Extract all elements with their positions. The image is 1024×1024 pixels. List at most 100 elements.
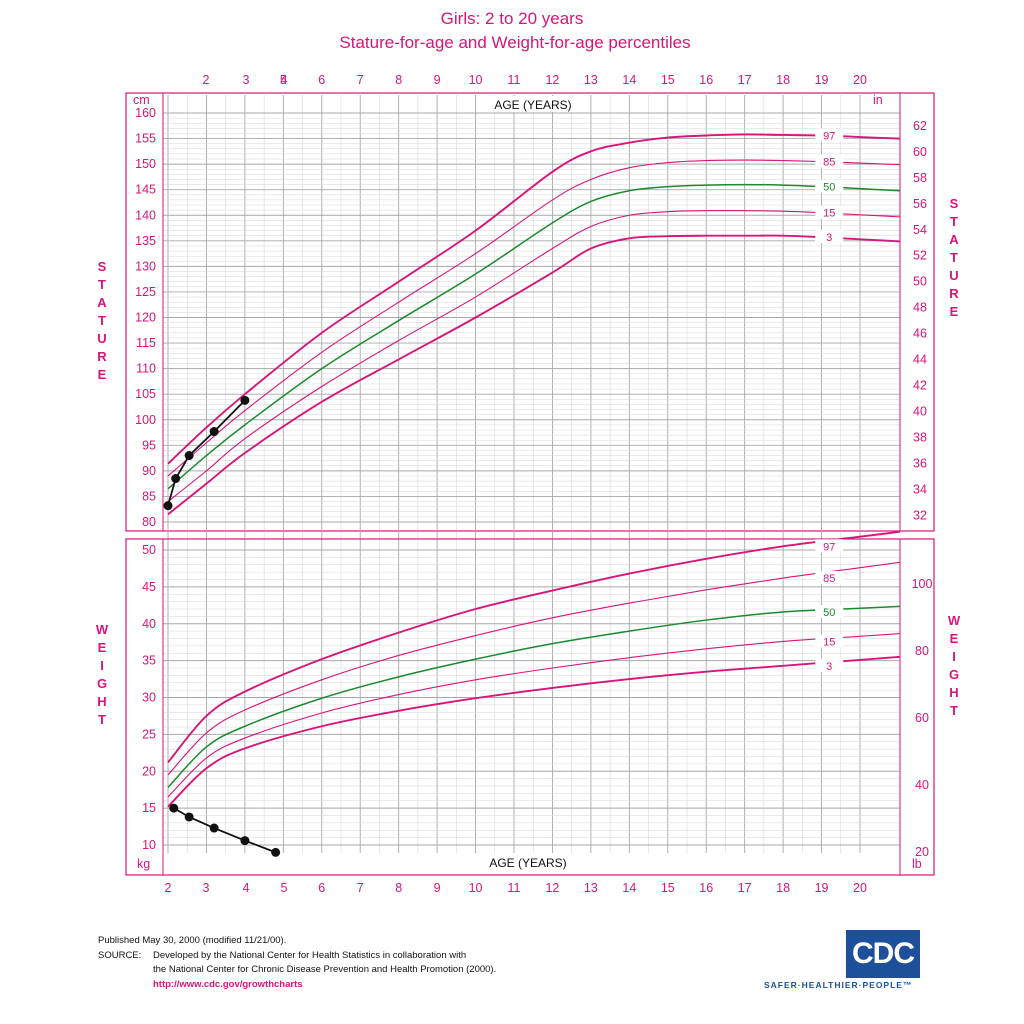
side-label-letter: W [948,613,961,628]
stature-ytick-in: 32 [913,508,927,522]
bottom-age-tick: 11 [508,881,521,895]
side-label-letter: T [98,277,106,292]
bottom-age-tick-labels: 2 3 4 5 6 7 8 9 10 11 12 13 14 15 16 17 18 19 20 [165,881,867,895]
stature-ytick-in: 46 [913,327,927,341]
stature-ytick-cm: 130 [135,259,156,273]
top-age-tick: 19 [815,73,829,87]
bottom-age-tick: 13 [584,881,598,895]
stature-percentile-curves: 97 85 50 15 3 [167,128,901,516]
side-label-letter: S [950,196,959,211]
bottom-age-tick: 12 [545,881,559,895]
stature-ytick-cm: 150 [135,157,156,171]
percentile-label-bg [815,205,844,219]
bottom-age-tick: 18 [776,881,790,895]
percentile-label-bg [815,154,844,168]
side-label-letter: R [949,286,959,301]
source-line-2: the National Center for Chronic Disease … [153,964,497,975]
stature-xlabel: AGE (YEARS) [494,98,571,112]
side-label-letter: H [97,694,106,709]
bottom-age-tick: 9 [434,881,441,895]
top-age-tick: 2 [203,73,210,87]
patient-point [184,451,194,461]
stature-ytick-cm: 80 [142,515,156,529]
percentile-curve-85 [167,159,901,477]
percentile-label-bg [815,128,844,142]
stature-ytick-cm: 140 [135,208,156,222]
top-age-tick: 15 [661,73,675,87]
percentile-label-85: 85 [823,573,835,585]
stature-ytick-in: 44 [913,353,927,367]
stature-frame [125,92,935,532]
source-label: SOURCE: [98,950,142,961]
side-label-letter: E [98,367,107,382]
weight-ytick-kg: 15 [142,801,156,815]
stature-ytick-in: 58 [913,171,927,185]
top-age-tick: 6 [318,73,325,87]
top-age-tick: 14 [622,73,636,87]
stature-ytick-cm: 95 [142,438,156,452]
source-url-link[interactable]: http://www.cdc.gov/growthcharts [153,979,303,990]
top-age-tick: 11 [508,73,521,87]
weight-patient-series [169,803,281,857]
percentile-label-3: 3 [826,661,832,673]
side-label-letter: T [950,250,958,265]
bottom-age-tick: 10 [469,881,483,895]
stature-ytick-in: 36 [913,457,927,471]
percentile-curve-3 [167,234,901,516]
stature-ytick-in: 40 [913,405,927,419]
side-label-letter: H [949,685,958,700]
stature-ytick-cm: 155 [135,132,156,146]
side-label-letter: I [952,649,956,664]
percentile-label-50: 50 [823,182,835,194]
stature-unit-right: in [873,93,883,107]
side-label-letter: U [97,331,106,346]
side-label-letter: A [949,232,959,247]
stature-ytick-cm: 85 [142,489,156,503]
percentile-label-bg [815,634,844,648]
side-label-letter: T [98,712,106,727]
weight-ytick-kg: 50 [142,543,156,557]
top-age-tick-labels: 2 3 45 6 7 8 9 10 11 12 13 14 15 16 17 18 19 20 [203,73,867,87]
stature-ytick-in: 48 [913,301,927,315]
stature-ytick-in: 52 [913,249,927,263]
percentile-label-bg [815,658,844,672]
side-label-letter: G [949,667,959,682]
stature-xlabel-bg [484,96,582,112]
cdc-logo: CDC [846,930,920,978]
bottom-age-tick: 16 [699,881,713,895]
stature-ytick-cm: 105 [135,387,156,401]
bottom-age-tick: 3 [203,881,210,895]
stature-ytick-cm: 90 [142,464,156,478]
percentile-label-bg [815,539,844,553]
weight-ytick-lb: 20 [915,845,929,859]
patient-point [171,474,181,484]
side-label-letter: G [97,676,107,691]
weight-ytick-kg: 45 [142,580,156,594]
bottom-age-tick: 6 [318,881,325,895]
stature-ytick-in: 50 [913,275,927,289]
side-label-letter: T [98,313,106,328]
stature-ytick-in: 56 [913,197,927,211]
percentile-label-97: 97 [823,130,835,142]
stature-ytick-cm: 125 [135,285,156,299]
percentile-label-15: 15 [823,636,835,648]
percentile-curve-15 [167,210,901,502]
bottom-age-tick: 7 [357,881,364,895]
side-label-letter: E [98,640,107,655]
stature-ytick-cm: 110 [136,362,156,376]
weight-grid [163,532,900,853]
stature-ytick-cm: 145 [135,183,156,197]
weight-ytick-kg: 25 [142,727,156,741]
top-age-tick: 20 [853,73,867,87]
bottom-age-tick: 8 [395,881,402,895]
stature-plot-border [162,92,901,532]
side-label-letter: I [100,658,104,673]
stature-ytick-cm: 160 [135,106,156,120]
percentile-label-bg [815,571,844,585]
top-age-tick: 7 [357,73,364,87]
patient-point [240,836,250,846]
bottom-age-tick: 17 [738,881,752,895]
bottom-age-tick: 19 [815,881,829,895]
